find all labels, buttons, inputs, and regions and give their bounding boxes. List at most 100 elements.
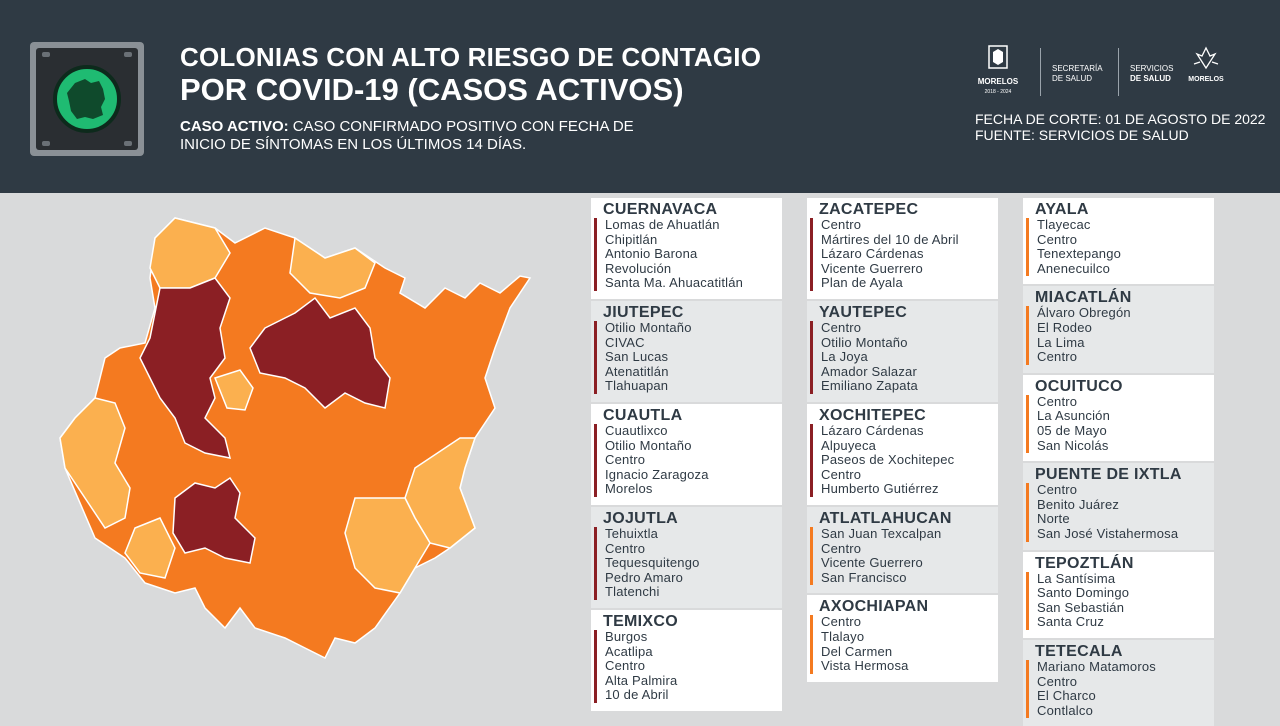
colonia-item: 05 de Mayo <box>1037 422 1107 438</box>
map-region-medium-se <box>344 497 431 594</box>
colonia-item: Lázaro Cárdenas <box>821 246 924 262</box>
colonias-list: Cuautlixco Otilio Montaño Centro Ignacio Za… <box>594 423 782 497</box>
municipio-name: CUERNAVACA <box>603 201 718 218</box>
municipio-name: PUENTE DE IXTLA <box>1035 466 1182 484</box>
colonia-item: Chipitlán <box>605 231 658 247</box>
municipio-card: CUERNAVACA Lomas de Ahuatlán Chipitlán Anto… <box>591 198 782 299</box>
colonia-item: Tehuixtla <box>605 526 659 541</box>
colonias-list: Centro Benito Juárez Norte San José Vistahe… <box>1026 482 1214 542</box>
municipio-name: OCUITUCO <box>1035 377 1123 395</box>
municipio-card: YAUTEPEC Centro Otilio Montaño La Joya Amado… <box>807 301 998 402</box>
fuente: FUENTE: SERVICIOS DE SALUD <box>975 127 1189 143</box>
colonia-item: Santo Domingo <box>1037 585 1130 601</box>
municipio-card: AXOCHIAPAN Centro Tlalayo Del Carmen Vista H… <box>807 595 998 682</box>
municipio-card: CUAUTLA Cuautlixco Otilio Montaño Centro Ign… <box>591 404 782 505</box>
colonia-item: La Lima <box>1037 334 1085 350</box>
colonia-item: Centro <box>821 466 862 482</box>
colonia-item: El Charco <box>1037 688 1096 704</box>
definition-text: CASO ACTIVO: CASO CONFIRMADO POSITIVO CO… <box>180 118 700 154</box>
municipio-name: MIACATLÁN <box>1035 289 1132 307</box>
municipio-card: AYALA Tlayecac Centro Tenextepango Anenecuil… <box>1023 198 1214 285</box>
title-line-2: POR COVID-19 (CASOS ACTIVOS) <box>180 72 684 107</box>
municipio-card: MIACATLÁN Álvaro Obregón El Rodeo La Lima Ce… <box>1023 286 1214 373</box>
map-region-medium-n <box>289 236 376 299</box>
colonia-item: Centro <box>1037 482 1078 498</box>
colonia-item: Alpuyeca <box>821 437 877 453</box>
municipio-name: ATLATLAHUCAN <box>819 510 952 527</box>
colonias-list: Álvaro Obregón El Rodeo La Lima Centro <box>1026 305 1214 365</box>
header-banner: COLONIAS CON ALTO RIESGO DE CONTAGIO POR… <box>0 0 1280 193</box>
colonia-item: Vista Hermosa <box>821 658 909 674</box>
municipio-card: TEPOZTLÁN La Santísima Santo Domingo San Se… <box>1023 551 1214 638</box>
colonias-list: Centro Otilio Montaño La Joya Amador Salaza… <box>810 320 998 394</box>
municipio-name: ZACATEPEC <box>819 201 919 218</box>
title-line-1: COLONIAS CON ALTO RIESGO DE CONTAGIO <box>180 42 762 72</box>
municipio-name: YAUTEPEC <box>819 304 908 321</box>
municipio-card: XOCHITEPEC Lázaro Cárdenas Alpuyeca Paseos … <box>807 404 998 505</box>
colonias-list: Centro Tlalayo Del Carmen Vista Hermosa <box>810 615 998 674</box>
colonia-item: San Lucas <box>605 349 669 365</box>
green-light-icon <box>53 65 121 133</box>
map-region-max-cuernavaca <box>139 277 232 459</box>
colonia-item: Centro <box>821 320 862 335</box>
servicios-line-1: SERVICIOS <box>1130 64 1174 73</box>
colonias-list: Centro Mártires del 10 de Abril Lázaro Cár… <box>810 217 998 291</box>
colonia-item: San Juan Texcalpan <box>821 526 942 541</box>
colonias-list: Mariano Matamoros Centro El Charco Contlalc… <box>1026 659 1214 719</box>
morelos-years: 2018 - 2024 <box>984 89 1012 95</box>
page-title: COLONIAS CON ALTO RIESGO DE CONTAGIO POR… <box>180 44 761 105</box>
report-meta: FECHA DE CORTE: 01 DE AGOSTO DE 2022 FUE… <box>975 111 1265 143</box>
secretaria-line-1: SECRETARÍA <box>1052 64 1103 73</box>
colonia-item: Álvaro Obregón <box>1037 305 1131 321</box>
colonias-list: Centro La Asunción 05 de Mayo San Nicolás <box>1026 393 1214 454</box>
colonia-item: Burgos <box>605 629 648 644</box>
colonias-list: Otilio Montaño CIVAC San Lucas Atenatitlán T… <box>594 320 782 394</box>
colonia-item: San Francisco <box>821 569 907 585</box>
municipio-card: TEMIXCO Burgos Acatlipa Centro Alta Palmira 1… <box>591 610 782 711</box>
colonia-item: San Sebastián <box>1037 599 1125 615</box>
definition-line-1: CASO CONFIRMADO POSITIVO CON FECHA DE <box>292 118 634 135</box>
colonia-item: Otilio Montaño <box>605 320 692 335</box>
municipio-name: CUAUTLA <box>603 407 683 424</box>
map-region-medium-w <box>59 397 131 529</box>
municipio-card: JOJUTLA Tehuixtla Centro Tequesquitengo Pedr… <box>591 507 782 608</box>
municipio-name: TEMIXCO <box>603 613 678 630</box>
colonia-item: El Rodeo <box>1037 319 1093 335</box>
colonia-item: Plan de Ayala <box>821 275 903 291</box>
colonia-item: Centro <box>1037 231 1078 247</box>
colonia-item: Tequesquitengo <box>605 555 700 571</box>
colonia-item: Humberto Gutiérrez <box>821 481 939 497</box>
colonia-item: Centro <box>821 217 862 232</box>
morelos-logo: MORELOS 2018 - 2024 <box>974 44 1022 97</box>
colonia-item: Centro <box>605 658 646 674</box>
morelos-label: MORELOS <box>977 77 1019 86</box>
colonia-item: Cuautlixco <box>605 423 668 438</box>
municipio-card: OCUITUCO Centro La Asunción 05 de Mayo San N… <box>1023 374 1214 462</box>
morelos-right-logo: MORELOS <box>1186 44 1226 85</box>
morelos-crest-icon <box>988 45 1008 69</box>
colonia-item: La Santísima <box>1037 570 1116 586</box>
colonias-list: Tlayecac Centro Tenextepango Anenecuilco <box>1026 217 1214 277</box>
colonia-item: Tlatenchi <box>605 584 660 600</box>
map-region-max-jojutla <box>172 476 256 564</box>
colonia-item: Tlahuapan <box>605 378 669 394</box>
colonia-item: Morelos <box>605 481 653 497</box>
logos-strip: MORELOS 2018 - 2024 SECRETARÍA DE SALUD … <box>972 44 1232 100</box>
municipio-name: XOCHITEPEC <box>819 407 927 424</box>
colonia-item: Vicente Guerrero <box>821 555 923 571</box>
colonia-item: Emiliano Zapata <box>821 378 918 394</box>
colonia-item: Centro <box>1037 393 1078 409</box>
secretaria-logo: SECRETARÍA DE SALUD <box>1052 64 1103 84</box>
definition-label: CASO ACTIVO: <box>180 118 289 135</box>
colonia-item: Centro <box>605 452 646 468</box>
colonia-item: 10 de Abril <box>605 687 669 703</box>
colonia-item: Atenatitlán <box>605 363 669 379</box>
morelos-risk-map <box>59 217 532 660</box>
municipio-name: AXOCHIAPAN <box>819 598 929 616</box>
colonia-item: Norte <box>1037 511 1070 527</box>
municipio-name: JIUTEPEC <box>603 304 684 321</box>
colonia-item: Mariano Matamoros <box>1037 659 1156 674</box>
municipio-card: ATLATLAHUCAN San Juan Texcalpan Centro Vice… <box>807 507 998 594</box>
colonia-item: Santa Ma. Ahuacatitlán <box>605 275 744 291</box>
colonia-item: Otilio Montaño <box>821 334 908 350</box>
